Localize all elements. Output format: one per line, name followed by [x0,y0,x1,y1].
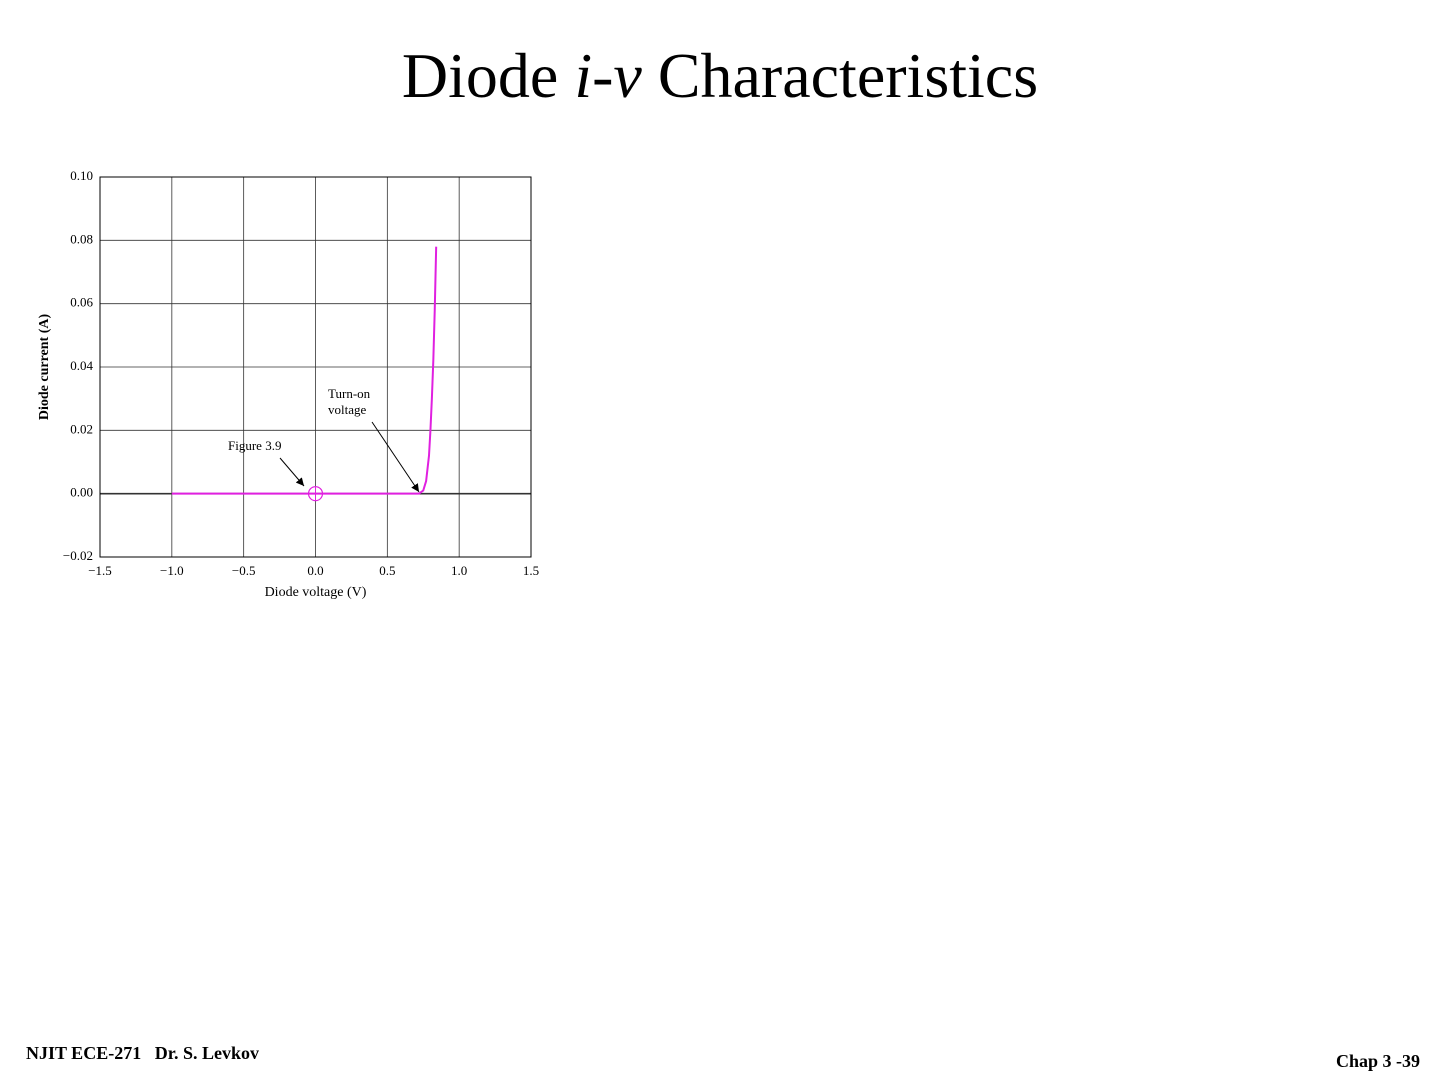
x-tick-label: −1.0 [160,563,184,578]
footer-right: Chap 3 -39 [1336,1051,1420,1071]
y-tick-label: 0.10 [70,168,93,183]
data-line [171,246,438,495]
title-part: i-v [574,40,642,111]
slide-title: Diode i-v Characteristics [402,40,1038,111]
y-tick-label: 0.02 [70,421,93,436]
footer-left: NJIT ECE-271 Dr. S. Levkov [26,1043,259,1063]
annotation-arrow [371,421,420,493]
y-tick-label: 0.08 [70,231,93,246]
y-tick-label: 0.04 [70,358,93,373]
y-tick-label: −0.02 [63,548,93,563]
x-tick-label: 1.5 [523,563,539,578]
y-tick-label: 0.06 [70,295,93,310]
y-tick-label: 0.00 [70,485,93,500]
annotation: voltage [328,402,366,417]
title-part: Characteristics [642,40,1038,111]
x-tick-label: −0.5 [232,563,256,578]
x-tick-label: 1.0 [451,563,467,578]
x-tick-label: 0.0 [307,563,323,578]
x-tick-label: −1.5 [88,563,112,578]
chart: −0.02 0.00 0.02 0.04 0.06 0.08 0.10 −1.5 −1.0 −0.… [37,168,539,600]
annotation: Figure 3.9 [228,438,281,453]
annotation: Turn-on [328,386,371,401]
x-axis-label: Diode voltage (V) [265,585,367,600]
plot-frame [99,176,532,558]
annotation-arrow [279,457,305,487]
y-axis-label: Diode current (A) [37,314,52,421]
x-tick-label: 0.5 [379,563,395,578]
title-part: Diode [402,40,574,111]
